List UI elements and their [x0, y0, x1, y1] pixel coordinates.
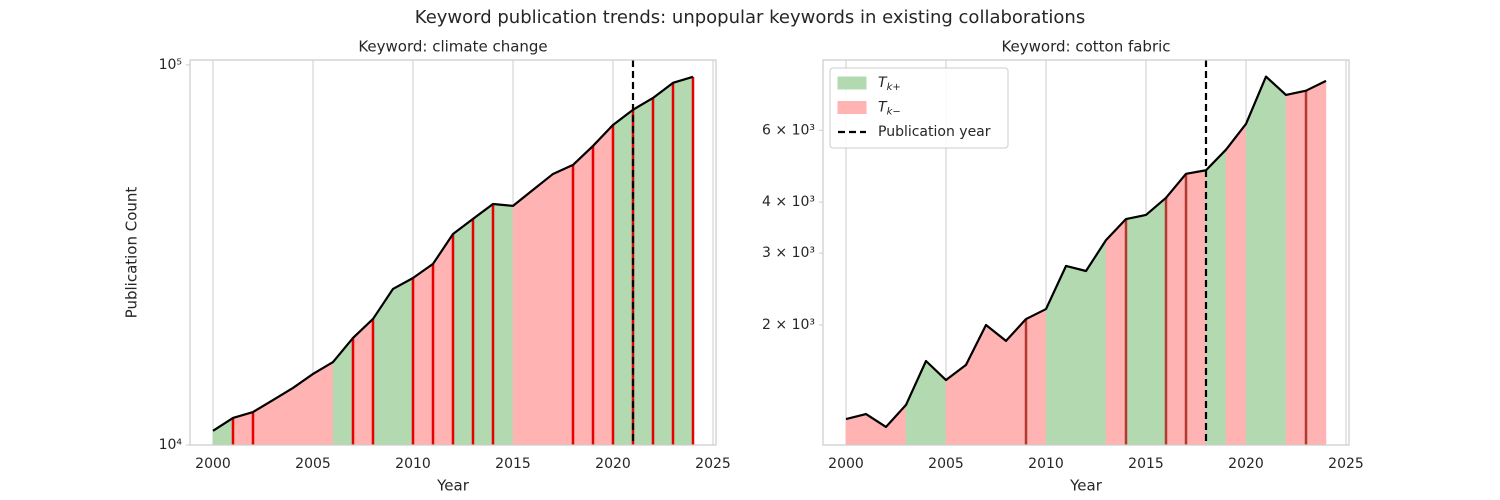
- y-tick-label: 10⁴: [159, 437, 183, 453]
- legend-label: Publication year: [878, 124, 991, 140]
- fill-segment: [452, 218, 474, 446]
- fill-segment: [312, 361, 334, 446]
- legend-subscript: k−: [887, 107, 901, 118]
- fill-segment: [592, 124, 614, 446]
- fill-segment: [1065, 265, 1087, 446]
- fill-segment: [1285, 90, 1307, 446]
- legend-text: Publication year: [878, 124, 991, 140]
- axes-title: Keyword: cotton fabric: [1001, 38, 1170, 56]
- legend-label: Tk−: [878, 100, 901, 118]
- fill-segment: [1305, 80, 1327, 446]
- y-tick-label: 2 × 10³: [762, 317, 815, 333]
- fill-segment: [1085, 239, 1107, 446]
- fill-segment: [212, 417, 234, 446]
- y-tick-label: 3 × 10³: [762, 245, 815, 261]
- axes-frame: [822, 59, 1350, 446]
- x-tick-label: 2000: [195, 456, 231, 472]
- legend-patch: [837, 101, 867, 114]
- fill-segment: [552, 164, 574, 446]
- axes-frame: [189, 59, 717, 446]
- x-tick-label: 2025: [1328, 456, 1364, 472]
- fill-segment: [1125, 214, 1147, 446]
- legend-label: Tk+: [878, 75, 901, 93]
- fill-segment: [512, 189, 534, 446]
- x-tick-label: 2010: [1028, 456, 1064, 472]
- fill-segment: [352, 318, 374, 446]
- fill-segment: [672, 76, 694, 446]
- trend-line: [845, 75, 1327, 429]
- legend-text: T: [878, 75, 888, 91]
- legend-text: T: [878, 100, 888, 116]
- x-tick-label: 2010: [395, 456, 431, 472]
- fill-segment: [392, 277, 414, 446]
- x-tick-label: 2020: [595, 456, 631, 472]
- fill-segment: [432, 233, 454, 446]
- axes-title: Keyword: climate change: [358, 38, 547, 56]
- fill-segment: [865, 413, 887, 446]
- fill-segment: [1205, 149, 1227, 446]
- x-axis-label: Year: [436, 477, 470, 495]
- figure-title: Keyword publication trends: unpopular ke…: [415, 7, 1085, 28]
- y-axis-label: Publication Count: [123, 187, 141, 319]
- x-tick-label: 2005: [295, 456, 331, 472]
- fill-segment: [1225, 123, 1247, 446]
- y-tick-label: 4 × 10³: [762, 194, 815, 210]
- fill-segment: [925, 360, 947, 446]
- legend-box: [829, 67, 1009, 149]
- fill-segment: [1265, 76, 1287, 446]
- fill-segment: [372, 288, 394, 446]
- x-tick-label: 2025: [695, 456, 731, 472]
- legend-subscript: k+: [887, 82, 901, 93]
- fill-segment: [612, 109, 634, 446]
- x-tick-label: 2015: [1128, 456, 1164, 472]
- x-tick-label: 2020: [1228, 456, 1264, 472]
- fill-segment: [632, 97, 654, 446]
- fill-segment: [332, 337, 354, 446]
- legend-patch: [837, 76, 867, 90]
- fill-segment: [1245, 76, 1267, 446]
- fill-segment: [272, 387, 294, 446]
- fill-segment: [1025, 308, 1047, 446]
- fill-segment: [1165, 173, 1187, 446]
- fill-segment: [1045, 265, 1067, 446]
- x-tick-label: 2005: [928, 456, 964, 472]
- y-tick-label: 6 × 10³: [762, 122, 815, 138]
- y-tick-label: 10⁵: [159, 57, 182, 73]
- x-axis-label: Year: [1069, 477, 1103, 495]
- fill-segment: [1185, 169, 1207, 446]
- x-tick-label: 2015: [495, 456, 531, 472]
- fill-segment: [905, 360, 927, 446]
- fill-segment: [1105, 218, 1127, 446]
- trend-line: [212, 75, 694, 432]
- fill-segment: [472, 203, 494, 446]
- fill-segment: [652, 82, 674, 446]
- fill-segment: [532, 173, 554, 446]
- legend: Tk+Tk−Publication year: [829, 67, 1009, 149]
- fill-segment: [572, 145, 594, 446]
- fill-segment: [412, 263, 434, 446]
- fill-segment: [985, 324, 1007, 446]
- fill-segment: [1145, 197, 1167, 446]
- x-tick-label: 2000: [828, 456, 864, 472]
- fill-segment: [492, 203, 514, 446]
